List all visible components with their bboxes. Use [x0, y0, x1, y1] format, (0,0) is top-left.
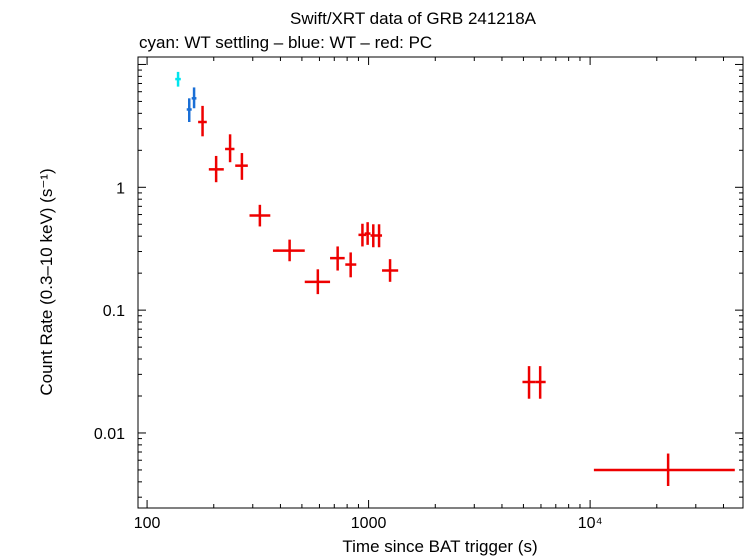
data-point — [191, 87, 197, 109]
data-point — [175, 71, 181, 87]
y-tick-label: 1 — [116, 180, 125, 197]
chart-title: Swift/XRT data of GRB 241218A — [290, 9, 537, 28]
series-wt — [186, 87, 197, 123]
data-point — [272, 239, 305, 262]
data-point — [225, 134, 235, 163]
chart-subtitle: cyan: WT settling – blue: WT – red: PC — [139, 33, 433, 52]
data-point — [358, 223, 367, 247]
y-tick-label: 0.1 — [103, 303, 125, 320]
y-axis-label: Count Rate (0.3–10 keV) (s⁻¹) — [37, 168, 56, 395]
data-point — [370, 224, 376, 248]
x-tick-label: 1000 — [351, 515, 387, 532]
y-tick-label: 0.01 — [94, 426, 125, 443]
data-point — [304, 269, 331, 295]
data-point — [208, 155, 224, 183]
plot-frame — [137, 56, 744, 509]
data-point — [345, 252, 357, 278]
x-axis-label: Time since BAT trigger (s) — [342, 537, 537, 556]
data-point — [235, 153, 248, 180]
data-point — [330, 246, 345, 271]
data-point — [249, 204, 271, 227]
data-point — [382, 259, 399, 282]
data-point — [198, 105, 207, 137]
x-tick-label: 100 — [134, 515, 161, 532]
series-pc — [198, 105, 735, 487]
series-wt-settling — [175, 71, 181, 87]
data-point — [364, 222, 371, 245]
data-point — [186, 98, 192, 123]
x-tick-label: 10⁴ — [578, 515, 603, 532]
data-point — [522, 366, 536, 399]
data-point — [535, 366, 546, 399]
data-point — [593, 453, 735, 487]
data-point — [375, 224, 383, 248]
